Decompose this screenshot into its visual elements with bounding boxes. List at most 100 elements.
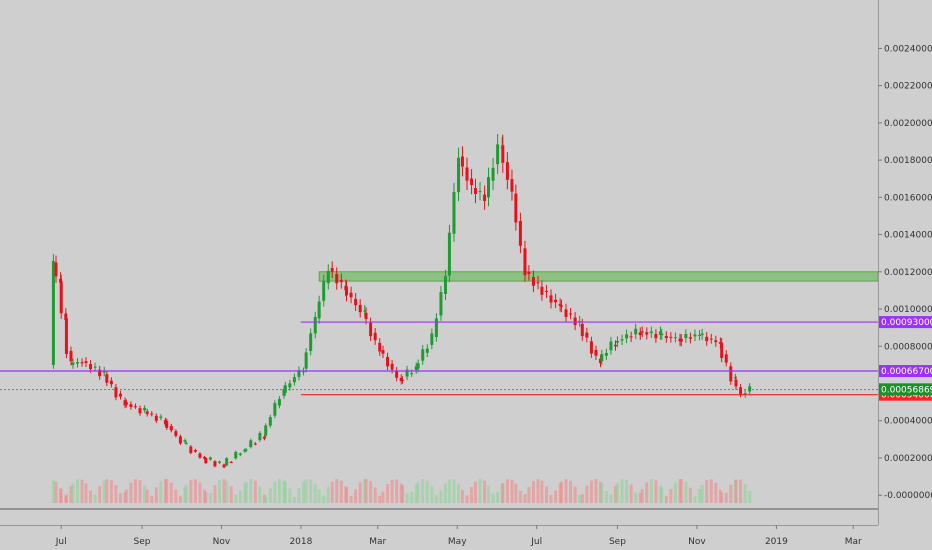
candle-body xyxy=(638,332,642,336)
volume-bar xyxy=(564,479,568,503)
volume-bar xyxy=(283,481,287,503)
volume-bar xyxy=(69,486,73,503)
candle-body xyxy=(447,232,451,276)
candle-body xyxy=(589,341,593,354)
candle-body xyxy=(430,333,434,345)
current-price-label: 0.00056869 xyxy=(881,385,932,395)
candle-body xyxy=(262,436,266,439)
volume-bar xyxy=(554,490,558,503)
volume-bar xyxy=(59,489,63,503)
candle-body xyxy=(369,322,373,337)
candle-body xyxy=(640,331,644,333)
candle-body xyxy=(244,449,248,451)
candle-body xyxy=(460,156,464,167)
volume-bar xyxy=(238,490,242,503)
volume-bar xyxy=(89,490,93,503)
x-tick-label: 2019 xyxy=(765,537,788,547)
candle-body xyxy=(660,333,664,336)
volume-bar xyxy=(76,479,80,503)
candle-body xyxy=(425,348,429,353)
candle-body xyxy=(634,328,638,335)
x-tick-label: Sep xyxy=(134,537,151,547)
candle-body xyxy=(724,354,728,363)
volume-bar xyxy=(604,491,608,503)
candle-body xyxy=(554,299,558,303)
volume-bar xyxy=(709,479,713,503)
candle-body xyxy=(478,191,482,193)
candle-body xyxy=(129,404,133,408)
volume-bar xyxy=(405,493,409,503)
candle-body xyxy=(59,281,63,314)
candle-body xyxy=(54,262,58,277)
volume-bar xyxy=(258,486,262,503)
volume-bar xyxy=(218,480,221,503)
candle-body xyxy=(84,361,88,364)
volume-bar xyxy=(330,481,334,503)
x-tick-label: 2018 xyxy=(289,537,312,547)
volume-bar xyxy=(309,479,313,503)
volume-bar xyxy=(580,494,584,503)
volume-bar xyxy=(174,489,178,503)
candle-body xyxy=(679,338,683,342)
candle-body xyxy=(439,292,443,316)
candle-body xyxy=(386,356,390,367)
volume-bar xyxy=(169,482,173,503)
volume-bar xyxy=(297,488,301,503)
candle-body xyxy=(473,188,477,195)
volume-bar xyxy=(98,486,102,503)
candle-body xyxy=(364,312,368,320)
y-tick-label: -0.00000000 xyxy=(884,491,932,501)
x-tick-label: Mar xyxy=(369,537,386,547)
volume-bar xyxy=(660,487,664,503)
x-tick-label: Mar xyxy=(845,537,862,547)
volume-bar xyxy=(313,483,317,503)
volume-bar xyxy=(364,479,368,503)
candle-body xyxy=(69,350,73,362)
candle-body xyxy=(268,417,272,426)
volume-bar xyxy=(189,480,193,503)
volume-bar xyxy=(447,479,451,503)
candle-body xyxy=(309,333,313,352)
volume-bar xyxy=(253,480,257,503)
volume-bar xyxy=(460,489,464,503)
volume-bar xyxy=(129,482,133,503)
candle-body xyxy=(381,350,385,354)
volume-bar xyxy=(416,481,420,503)
candle-body xyxy=(292,377,296,383)
candle-body xyxy=(59,278,63,283)
candle-body xyxy=(625,334,629,339)
volume-bar xyxy=(573,486,577,503)
level-label: 0.00066700 xyxy=(881,367,932,377)
candle-body xyxy=(249,440,253,448)
volume-bar xyxy=(496,491,500,503)
volume-bar xyxy=(578,494,582,503)
candle-body xyxy=(434,318,438,337)
candle-body xyxy=(335,274,339,284)
volume-bar xyxy=(465,495,469,503)
candle-body xyxy=(748,386,752,392)
volume-bar xyxy=(244,481,248,503)
level-label: 0.00054000 xyxy=(881,391,932,401)
candle-body xyxy=(313,317,317,334)
candle-body xyxy=(277,399,281,406)
volume-bar xyxy=(638,492,642,503)
volume-bar xyxy=(629,484,633,503)
candle-body xyxy=(709,338,713,340)
volume-bar xyxy=(414,484,418,503)
volume-bar xyxy=(501,483,505,503)
candle-body xyxy=(452,192,456,234)
candle-body xyxy=(189,446,193,453)
volume-bar xyxy=(150,495,154,503)
candle-body xyxy=(253,443,257,445)
candle-body xyxy=(124,402,128,405)
volume-bar xyxy=(714,482,718,503)
y-tick-label: 0.00020000 xyxy=(884,454,932,464)
level-label-box xyxy=(879,365,932,378)
volume-bar xyxy=(234,494,238,503)
volume-bar xyxy=(748,491,752,503)
volume-bar xyxy=(693,496,697,503)
candle-body xyxy=(487,177,491,198)
